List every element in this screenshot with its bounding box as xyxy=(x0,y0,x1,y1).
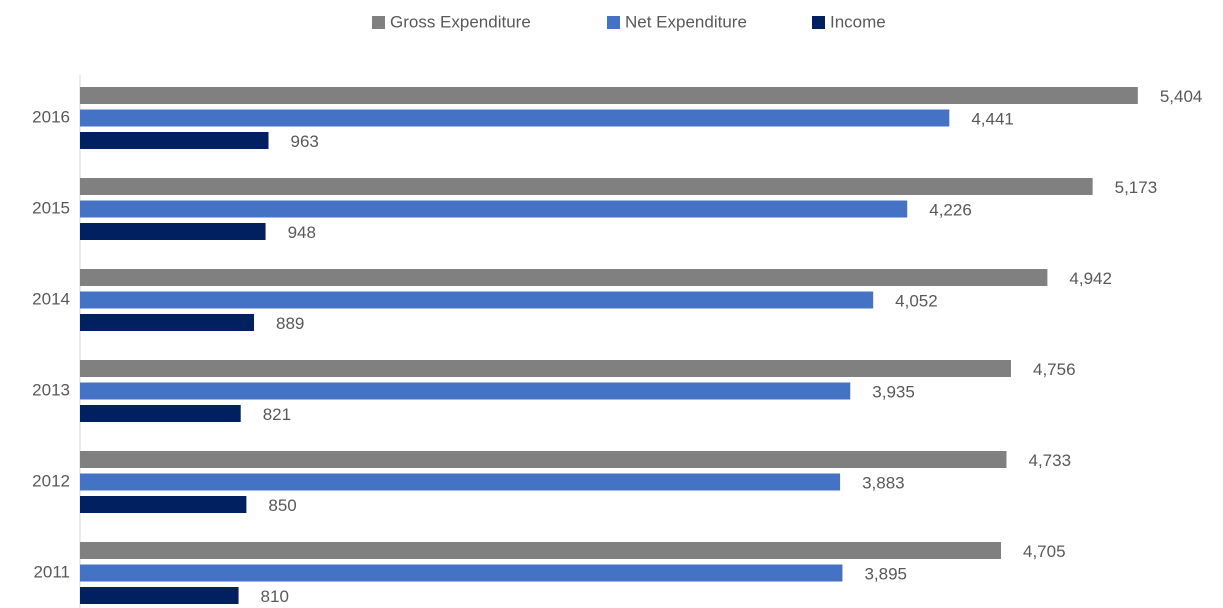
legend-swatch xyxy=(607,16,620,29)
y-tick-label: 2014 xyxy=(32,289,70,308)
bar xyxy=(80,314,255,331)
data-label: 4,756 xyxy=(1033,360,1076,379)
bar xyxy=(80,178,1093,195)
bar xyxy=(80,360,1011,377)
y-tick-label: 2011 xyxy=(33,562,70,581)
data-label: 3,883 xyxy=(862,473,905,492)
data-label: 5,404 xyxy=(1160,87,1203,106)
y-tick-label: 2012 xyxy=(32,471,70,490)
data-label: 889 xyxy=(276,314,304,333)
data-label: 3,895 xyxy=(864,564,907,583)
legend-swatch xyxy=(372,16,385,29)
y-tick-label: 2015 xyxy=(32,198,70,217)
bar xyxy=(80,109,950,127)
bar xyxy=(80,496,247,513)
bar xyxy=(80,269,1048,286)
data-label: 4,052 xyxy=(895,291,938,310)
data-label: 810 xyxy=(261,587,289,606)
y-tick-label: 2013 xyxy=(32,380,70,399)
data-label: 4,733 xyxy=(1028,451,1071,470)
legend-swatch xyxy=(812,16,825,29)
bar xyxy=(80,132,269,149)
legend-label: Net Expenditure xyxy=(625,12,747,31)
bar xyxy=(80,291,874,309)
bar xyxy=(80,473,841,491)
legend-label: Gross Expenditure xyxy=(390,12,531,31)
bar xyxy=(80,382,851,400)
y-tick-label: 2016 xyxy=(32,107,70,126)
bar xyxy=(80,200,908,218)
bar xyxy=(80,542,1002,559)
bar xyxy=(80,587,239,604)
bar xyxy=(80,451,1007,468)
data-label: 4,441 xyxy=(971,109,1014,128)
data-label: 4,226 xyxy=(929,200,972,219)
bar xyxy=(80,564,843,582)
data-label: 3,935 xyxy=(872,382,915,401)
data-label: 850 xyxy=(268,496,296,515)
data-label: 4,705 xyxy=(1023,542,1066,561)
data-label: 4,942 xyxy=(1069,269,1112,288)
data-label: 963 xyxy=(291,132,319,151)
legend-label: Income xyxy=(830,12,886,31)
bar xyxy=(80,405,241,422)
bar xyxy=(80,223,266,240)
data-label: 5,173 xyxy=(1115,178,1158,197)
data-label: 821 xyxy=(263,405,291,424)
bar xyxy=(80,87,1138,104)
data-label: 948 xyxy=(288,223,316,242)
